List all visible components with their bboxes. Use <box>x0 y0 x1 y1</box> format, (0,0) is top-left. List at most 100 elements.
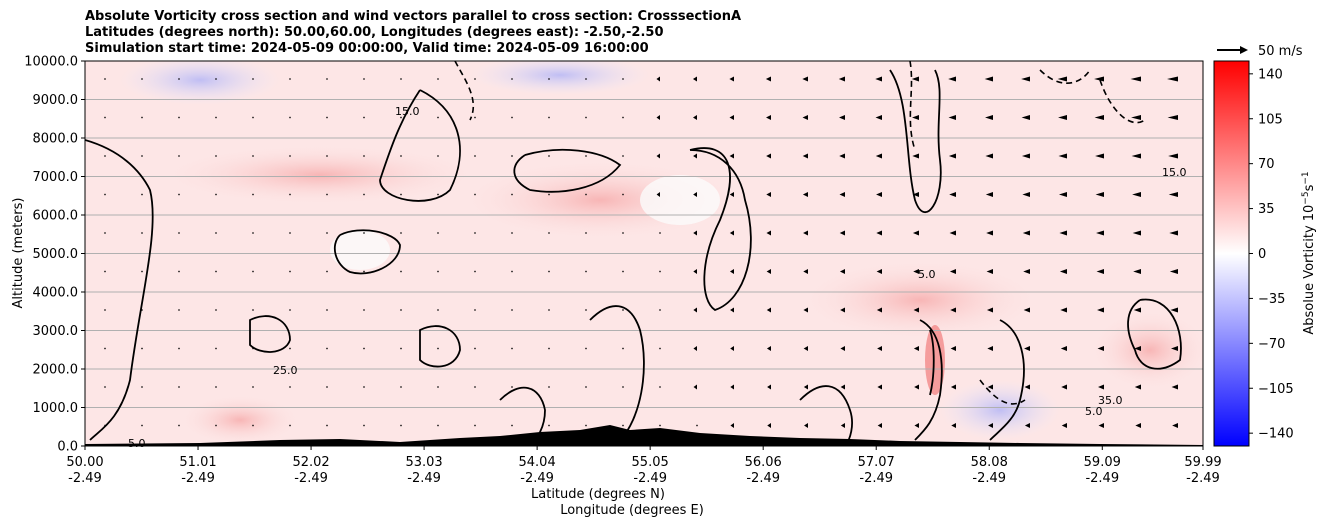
wind-vector <box>363 78 365 80</box>
colorbar <box>1213 60 1250 447</box>
x-tick-label-lat: 59.09 <box>1084 455 1121 470</box>
x-tick-label-lat: 56.06 <box>745 455 782 470</box>
wind-vector <box>474 232 476 234</box>
colorbar-label-text: Absolue Vorticity 10 <box>1302 205 1317 335</box>
wind-vector <box>1061 423 1067 428</box>
wind-vector <box>363 270 365 273</box>
colorbar-tick-label: −140 <box>1258 427 1294 442</box>
wind-vector <box>548 232 550 234</box>
wind-vector <box>912 230 919 236</box>
wind-vector <box>104 116 106 119</box>
wind-vector <box>178 270 180 273</box>
wind-vector <box>1094 76 1104 82</box>
wind-vector <box>363 193 365 196</box>
y-tick-label: 10000.0 <box>24 55 78 70</box>
x-tick-label-lon: -2.49 <box>181 471 215 486</box>
wind-vector <box>215 116 217 119</box>
wind-vector <box>730 423 734 428</box>
wind-vector <box>840 346 845 351</box>
wind-vector <box>215 424 217 427</box>
wind-vector <box>948 76 956 82</box>
wind-vector <box>474 386 476 388</box>
x-tick-label-lat: 50.00 <box>66 455 103 470</box>
wind-vector <box>1170 307 1178 313</box>
x-tick-label-lon: -2.49 <box>1085 471 1119 486</box>
wind-vector <box>766 153 771 159</box>
colorbar-tick-label: 140 <box>1258 67 1283 82</box>
wind-vector <box>1057 76 1067 82</box>
wind-vector <box>1131 153 1141 159</box>
wind-vector <box>1169 269 1178 274</box>
wind-vector <box>984 76 993 82</box>
wind-vector <box>729 76 734 82</box>
wind-vector <box>987 346 993 351</box>
wind-vector <box>912 153 919 159</box>
wind-vector <box>986 307 993 313</box>
wind-vector <box>1024 346 1030 351</box>
terrain <box>85 425 1203 446</box>
wind-vector <box>693 384 697 390</box>
wind-vector <box>1022 192 1030 197</box>
contour-label: 35.0 <box>1098 394 1123 407</box>
wind-vector <box>363 232 365 234</box>
wind-vector <box>622 270 624 273</box>
wind-vector <box>474 424 476 427</box>
wind-vector <box>659 347 661 350</box>
wind-vector <box>178 116 180 119</box>
wind-vector <box>838 76 845 82</box>
wind-vector <box>1023 269 1030 274</box>
wind-vector <box>289 386 291 388</box>
wind-vector <box>585 155 587 157</box>
wind-vector <box>1024 423 1030 428</box>
wind-vector <box>104 193 106 196</box>
colorbar-label: Absolue Vorticity 10−5s−1 <box>1301 171 1317 334</box>
wind-vector <box>839 269 845 274</box>
wind-vector <box>767 423 771 428</box>
wind-vector <box>914 423 919 428</box>
wind-vector <box>326 309 328 311</box>
colorbar-tick-label: 105 <box>1258 112 1283 127</box>
wind-vector <box>326 193 328 196</box>
contour-label: 15.0 <box>1162 166 1187 179</box>
wind-vector <box>948 115 956 120</box>
wind-vector <box>363 386 365 388</box>
wind-vector <box>949 192 956 197</box>
y-tick-label: 6000.0 <box>33 209 79 224</box>
wind-vector <box>141 78 143 80</box>
wind-vector <box>985 192 993 197</box>
wind-vector <box>511 193 513 196</box>
x-tick-label-lon: -2.49 <box>746 471 780 486</box>
wind-vector <box>659 424 661 427</box>
wind-vector <box>400 116 402 119</box>
colorbar-label-unit: s <box>1302 184 1317 191</box>
wind-vector <box>802 76 808 82</box>
wind-vector <box>911 76 919 82</box>
wind-vector <box>326 116 328 119</box>
contour-label: 5.0 <box>918 268 936 281</box>
wind-vector <box>914 384 919 390</box>
wind-vector <box>1096 269 1104 274</box>
wind-vector <box>985 115 993 120</box>
wind-vector <box>729 230 734 236</box>
wind-vector <box>729 115 734 120</box>
wind-vector <box>178 309 180 311</box>
wind-vector <box>548 78 550 80</box>
wind-vector <box>400 347 402 350</box>
wind-vector <box>511 155 513 157</box>
wind-vector <box>252 270 254 273</box>
wind-vector <box>693 346 697 351</box>
x-tick-label-lat: 54.04 <box>519 455 556 470</box>
wind-vector <box>656 76 660 82</box>
wind-vector <box>585 386 587 388</box>
y-tick-label: 2000.0 <box>33 363 79 378</box>
wind-vector <box>803 230 808 236</box>
wind-vector <box>693 307 697 313</box>
wind-vector <box>511 424 513 427</box>
y-axis-label: Altitude (meters) <box>11 198 26 309</box>
wind-vector <box>178 347 180 350</box>
wind-vector <box>1167 76 1178 82</box>
wind-vector <box>1059 269 1067 274</box>
wind-vector <box>326 424 328 427</box>
wind-vector <box>839 115 845 120</box>
wind-vector <box>622 347 624 350</box>
